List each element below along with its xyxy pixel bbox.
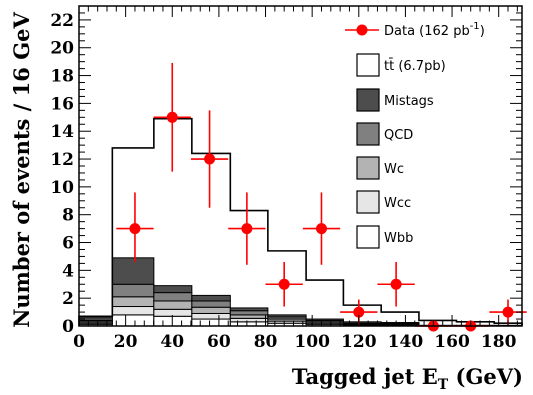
y-tick-label: 0 — [62, 317, 74, 337]
y-tick-label: 2 — [62, 289, 74, 309]
y-tick-label: 6 — [62, 234, 74, 254]
axis-ticks: 0 20 40 60 80 100 120 140 160 180 0 2 4 6 8 10 12 14 16 18 2… — [50, 5, 522, 352]
legend-label-wc: Wc — [384, 162, 404, 177]
x-tick-label: 40 — [160, 332, 184, 352]
x-axis-title: Tagged jet ET (GeV) — [292, 364, 523, 393]
y-tick-label: 8 — [62, 206, 74, 226]
mistags-bar — [305, 318, 344, 321]
x-axis-title-sub: T — [438, 377, 449, 393]
data-point — [353, 306, 365, 318]
mistags-bar — [229, 307, 269, 312]
legend-swatch-qcd — [356, 122, 380, 146]
y-tick-label: 14 — [50, 122, 74, 142]
legend-label-mistags: Mistags — [384, 94, 434, 109]
legend-label-wcc: Wcc — [384, 196, 411, 211]
y-tick-label: 16 — [50, 94, 74, 114]
data-point — [241, 223, 253, 235]
mistags-bar — [191, 294, 231, 302]
x-tick-label: 160 — [434, 332, 470, 352]
legend-data-label: Data (162 pb-1) — [384, 21, 485, 39]
data-point — [129, 223, 141, 235]
legend-swatch-ttbar — [356, 53, 380, 77]
qcd-bar — [153, 292, 193, 302]
legend-swatch-wbb — [356, 225, 380, 249]
x-tick-label: 80 — [254, 332, 278, 352]
legend-data-marker — [356, 24, 368, 36]
mistags-bar — [153, 285, 193, 294]
data-points — [116, 63, 527, 332]
data-point — [315, 223, 327, 235]
y-tick-label: 12 — [50, 150, 74, 170]
data-point — [502, 306, 514, 318]
histogram-stack — [78, 257, 523, 327]
legend-label-wbb: Wbb — [384, 231, 413, 246]
x-tick-label: 100 — [294, 332, 330, 352]
legend: Data (162 pb-1) tt̄ (6.7pb) Mistags QCD Wc Wc… — [345, 21, 485, 249]
data-point — [390, 278, 402, 290]
wbb-bar — [111, 314, 155, 327]
x-tick-label: 180 — [481, 332, 517, 352]
wcc-bar — [229, 317, 269, 323]
ttbar-stack-outline — [78, 117, 523, 326]
data-point — [166, 111, 178, 123]
x-axis-title-main: Tagged jet E — [292, 364, 438, 389]
y-tick-label: 22 — [50, 11, 74, 31]
x-tick-label: 120 — [341, 332, 377, 352]
y-tick-label: 10 — [50, 178, 74, 198]
y-tick-label: 4 — [62, 261, 74, 281]
x-axis-title-unit: (GeV) — [448, 364, 523, 389]
legend-swatch-wc — [356, 156, 380, 180]
wcc-bar — [191, 312, 231, 320]
mistags-bar — [111, 257, 155, 285]
mistags-bar — [267, 314, 307, 318]
wc-bar — [111, 296, 155, 308]
legend-swatch-mistags — [356, 88, 380, 112]
wc-bar — [153, 300, 193, 310]
legend-label-qcd: QCD — [384, 128, 413, 143]
wcc-bar — [153, 308, 193, 317]
wc-bar — [191, 306, 231, 314]
legend-swatch-wcc — [356, 190, 380, 214]
y-tick-label: 20 — [50, 39, 74, 59]
y-tick-label: 18 — [50, 67, 74, 87]
wbb-bar — [191, 318, 231, 327]
wcc-bar — [111, 306, 155, 316]
data-point — [278, 278, 290, 290]
mistags-bar — [380, 322, 420, 324]
qcd-bar — [191, 300, 231, 308]
data-point — [204, 153, 216, 165]
x-tick-label: 60 — [207, 332, 231, 352]
x-tick-label: 20 — [114, 332, 138, 352]
x-tick-label: 140 — [388, 332, 424, 352]
qcd-bar — [229, 310, 269, 316]
x-tick-label: 0 — [73, 332, 85, 352]
qcd-bar — [111, 283, 155, 298]
wbb-bar — [153, 315, 193, 327]
y-axis-title: Number of events / 16 GeV — [9, 12, 34, 328]
ttbar-outline — [78, 117, 523, 326]
wc-bar — [229, 314, 269, 319]
legend-label-ttbar: tt̄ (6.7pb) — [384, 59, 446, 74]
